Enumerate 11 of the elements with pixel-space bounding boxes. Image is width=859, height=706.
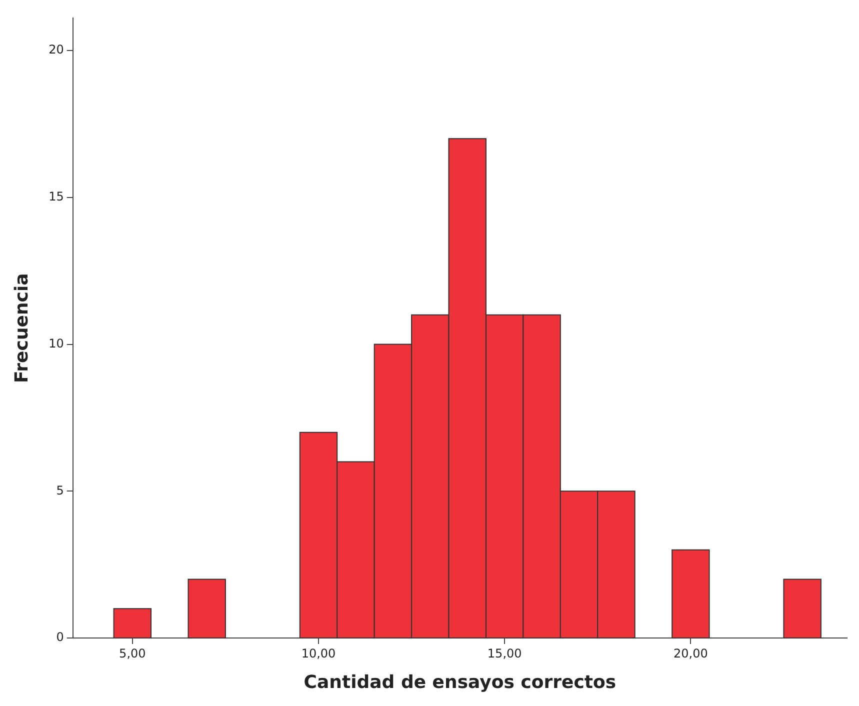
x-tick-label: 5,00 (119, 646, 146, 660)
y-tick-label: 10 (48, 336, 64, 350)
x-axis-title: Cantidad de ensayos correctos (304, 672, 616, 693)
y-tick-label: 15 (48, 190, 64, 204)
y-tick-label: 5 (56, 483, 64, 498)
y-tick-label: 0 (56, 630, 64, 644)
x-tick-label: 20,00 (674, 646, 708, 660)
y-axis-title: Frecuencia (11, 273, 32, 383)
x-tick-label: 10,00 (301, 646, 336, 660)
y-tick-label: 20 (48, 42, 64, 57)
x-tick-label: 15,00 (487, 646, 522, 660)
